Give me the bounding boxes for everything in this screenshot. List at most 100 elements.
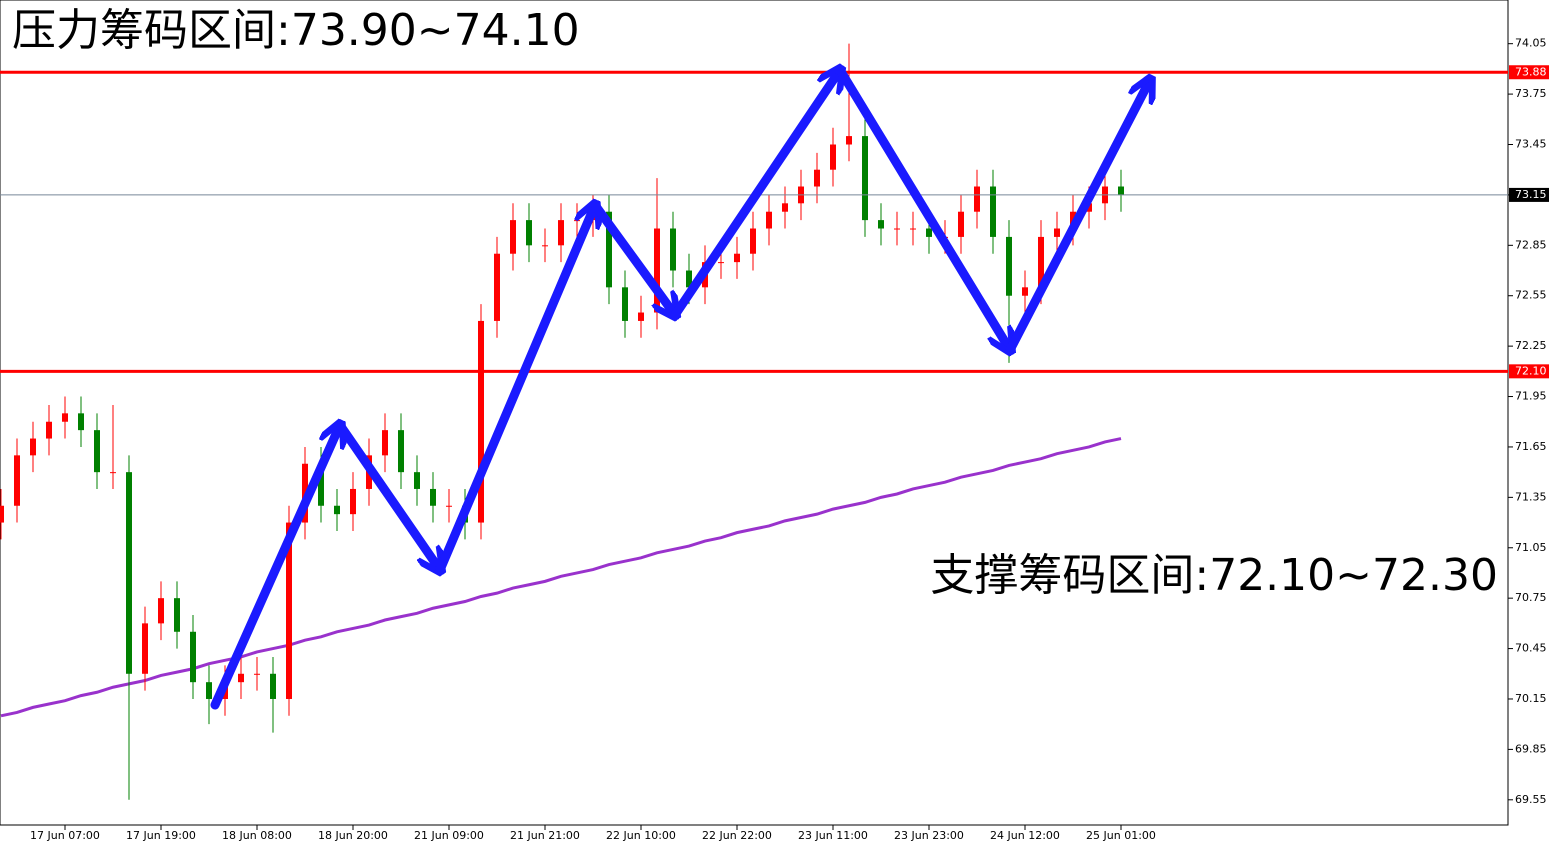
candle-body <box>830 144 836 170</box>
candle-body <box>1054 228 1060 237</box>
y-tick-label: 71.05 <box>1515 541 1547 554</box>
candle-body <box>894 228 900 230</box>
candle-body <box>1022 287 1028 296</box>
candle-body <box>382 430 388 456</box>
candle-body <box>846 136 852 145</box>
x-tick-label: 17 Jun 07:00 <box>30 829 100 842</box>
arrow <box>835 65 1010 350</box>
level-label: 73.88 <box>1515 65 1547 78</box>
candle-body <box>206 682 212 699</box>
candle-body <box>910 228 916 230</box>
candle-body <box>510 220 516 254</box>
level-tag <box>1509 65 1549 80</box>
candle-body <box>558 220 564 246</box>
trend-arrows <box>210 65 1150 710</box>
candle-body <box>126 472 132 674</box>
y-tick-label: 72.55 <box>1515 289 1547 302</box>
candle-body <box>766 211 772 229</box>
candle-body <box>606 211 612 288</box>
candle-body <box>734 253 740 263</box>
candle-body <box>958 211 964 237</box>
candle-body <box>638 312 644 321</box>
candle-body <box>478 320 484 523</box>
candle-body <box>334 505 340 515</box>
candle-body <box>94 430 100 473</box>
candle-body <box>398 430 404 473</box>
arrow <box>1005 80 1150 355</box>
y-tick-label: 70.75 <box>1515 591 1547 604</box>
y-tick-label: 73.45 <box>1515 138 1547 151</box>
y-tick-label: 69.85 <box>1515 742 1547 755</box>
x-tick-label: 24 Jun 12:00 <box>990 829 1060 842</box>
x-tick-label: 23 Jun 23:00 <box>894 829 964 842</box>
candle-body <box>670 228 676 271</box>
candle-body <box>526 220 532 246</box>
level-tag <box>1509 364 1549 379</box>
y-tick-label: 71.95 <box>1515 390 1547 403</box>
candle-body <box>46 421 52 439</box>
arrow <box>670 70 840 320</box>
support-annotation: 支撑筹码区间:72.10~72.30 <box>930 550 1498 601</box>
moving-average <box>0 437 1122 718</box>
x-tick-label: 18 Jun 20:00 <box>318 829 388 842</box>
resistance-annotation: 压力筹码区间:73.90~74.10 <box>12 5 580 56</box>
x-tick-label: 25 Jun 01:00 <box>1086 829 1156 842</box>
candle-body <box>1038 236 1044 288</box>
candle-body <box>142 623 148 674</box>
candle-body <box>14 455 20 506</box>
candle-body <box>718 262 724 264</box>
candle-body <box>286 522 292 699</box>
candle-body <box>494 253 500 321</box>
candle-body <box>1086 203 1092 212</box>
x-tick-label: 21 Jun 09:00 <box>414 829 484 842</box>
candle-body <box>270 673 276 699</box>
x-tick-label: 22 Jun 10:00 <box>606 829 676 842</box>
candle-body <box>0 505 4 523</box>
candle-body <box>430 488 436 506</box>
candle-body <box>78 413 84 431</box>
candle-body <box>318 463 324 506</box>
candle-body <box>110 472 116 474</box>
arrow <box>590 200 675 315</box>
candle-body <box>878 220 884 229</box>
candle-body <box>414 472 420 489</box>
candle-body <box>1118 186 1124 195</box>
arrow <box>435 205 595 575</box>
candle-body <box>990 186 996 237</box>
candle-body <box>622 287 628 321</box>
candle-body <box>542 245 548 247</box>
y-tick-label: 69.55 <box>1515 793 1547 806</box>
y-tick-label: 71.65 <box>1515 440 1547 453</box>
candle-body <box>1006 236 1012 296</box>
x-tick-label: 22 Jun 22:00 <box>702 829 772 842</box>
candle-body <box>30 438 36 456</box>
candle-body <box>446 505 452 507</box>
current-price-tag <box>1509 187 1549 202</box>
x-tick-label: 23 Jun 11:00 <box>798 829 868 842</box>
y-tick-label: 72.85 <box>1515 238 1547 251</box>
candle-body <box>686 270 692 288</box>
candle-body <box>862 136 868 221</box>
arrow <box>335 420 440 570</box>
x-tick-label: 17 Jun 19:00 <box>126 829 196 842</box>
candle-body <box>254 673 260 675</box>
candle-body <box>190 631 196 683</box>
candle-body <box>62 413 68 422</box>
candle-body <box>750 228 756 254</box>
candle-body <box>974 186 980 212</box>
y-tick-label: 72.25 <box>1515 339 1547 352</box>
y-tick-label: 70.45 <box>1515 642 1547 655</box>
candle-body <box>238 673 244 683</box>
x-tick-label: 21 Jun 21:00 <box>510 829 580 842</box>
candle-body <box>814 169 820 187</box>
candle-body <box>158 598 164 624</box>
candle-body <box>574 220 580 222</box>
x-tick-label: 18 Jun 08:00 <box>222 829 292 842</box>
y-tick-label: 71.35 <box>1515 490 1547 503</box>
y-tick-label: 73.75 <box>1515 87 1547 100</box>
candle-body <box>782 203 788 212</box>
y-tick-label: 74.05 <box>1515 37 1547 50</box>
candle-body <box>926 228 932 237</box>
